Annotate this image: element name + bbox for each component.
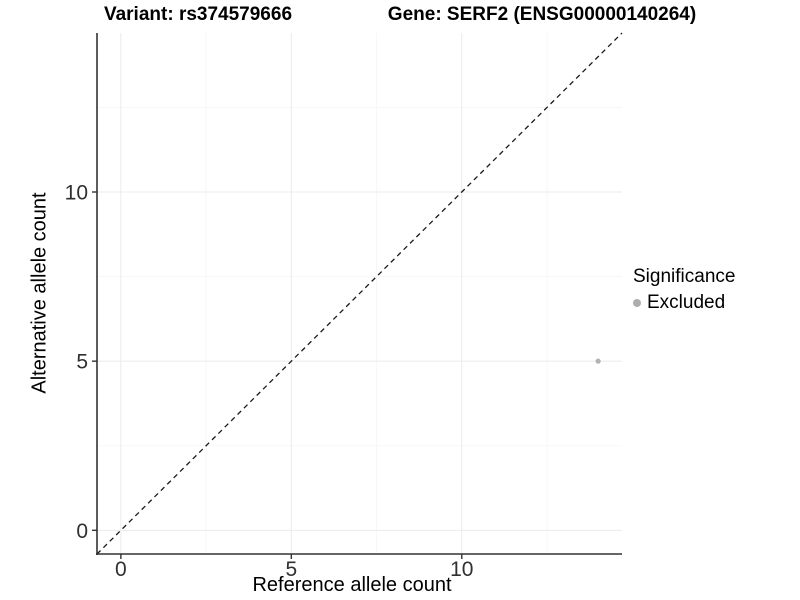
x-tick-label: 0 — [115, 558, 127, 581]
x-tick-label: 5 — [285, 558, 297, 581]
legend-point-icon — [633, 299, 641, 307]
data-point — [595, 358, 601, 364]
plot-title-variant: Variant: rs374579666 — [103, 4, 293, 25]
x-axis-title: Reference allele count — [252, 574, 452, 596]
y-tick-label: 10 — [65, 182, 88, 205]
x-tick-label: 10 — [450, 558, 473, 581]
legend-item-label: Excluded — [647, 292, 726, 313]
legend-title: Significance — [633, 266, 736, 287]
plot-title-gene: Gene: SERF2 (ENSG00000140264) — [387, 4, 697, 25]
legend: Significance Excluded — [633, 266, 735, 314]
y-tick-label: 5 — [76, 351, 88, 374]
y-axis-title: Alternative allele count — [28, 192, 51, 394]
identity-line — [96, 32, 623, 555]
y-tick-label: 0 — [76, 520, 88, 543]
legend-item-excluded: Excluded — [633, 292, 735, 314]
